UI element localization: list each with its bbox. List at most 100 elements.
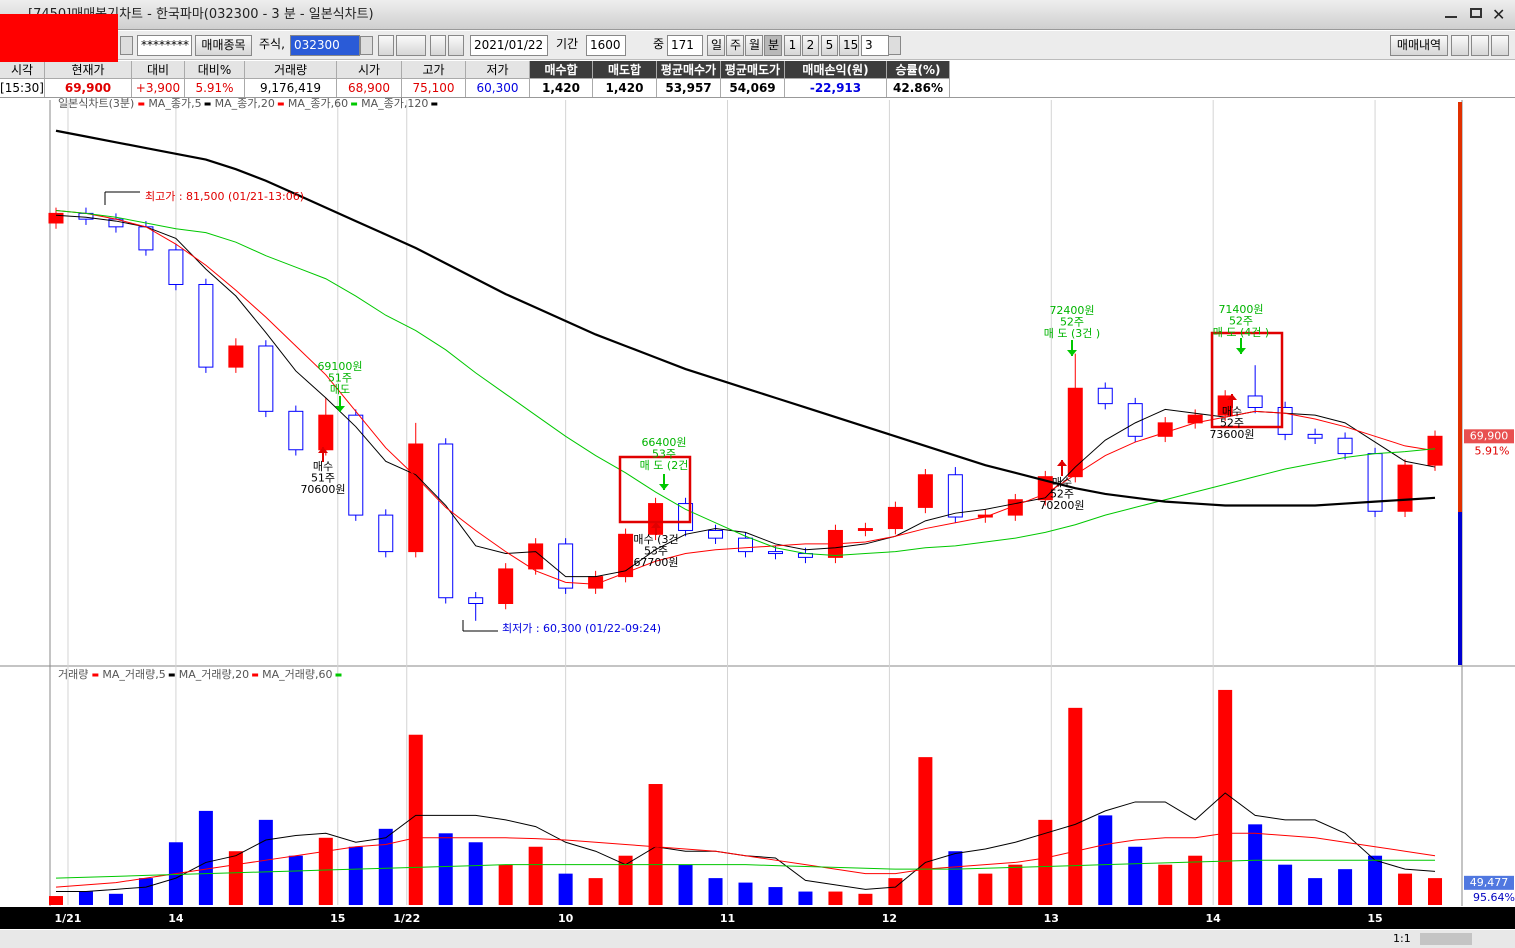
- candle-body: [498, 568, 514, 605]
- volume-bar: [798, 891, 813, 905]
- trade-label: 69100원: [317, 360, 362, 373]
- legend-swatch: [335, 673, 342, 677]
- trade-label: 52주: [1050, 488, 1074, 501]
- trade-label: 53주: [652, 448, 676, 461]
- candle-body: [138, 226, 154, 251]
- info-value: 5.91%: [185, 79, 245, 97]
- volume-bar: [1428, 878, 1443, 905]
- dropdown[interactable]: [120, 36, 133, 55]
- volume-bar: [558, 873, 573, 905]
- candle-body: [378, 514, 394, 553]
- ma-line: [55, 832, 1436, 888]
- scrollbar[interactable]: [0, 930, 1515, 948]
- volume-bar: [888, 878, 903, 905]
- volume-box: [1464, 875, 1514, 890]
- info-header: 매도합: [593, 61, 657, 79]
- unit-button[interactable]: 1: [784, 35, 801, 56]
- volume-bar: [498, 864, 513, 905]
- volume-bar: [1368, 855, 1383, 905]
- candle-body: [947, 474, 963, 518]
- info-header: 승률(%): [887, 61, 950, 79]
- x-tick-label: 1/22: [393, 912, 420, 925]
- unit-button[interactable]: 분: [764, 35, 782, 56]
- volume-bar: [1038, 819, 1053, 905]
- dropdown[interactable]: [888, 36, 901, 55]
- info-header: 거래량: [245, 61, 337, 79]
- search-button[interactable]: [378, 35, 394, 56]
- middle-label: 중: [653, 37, 665, 51]
- candle-body: [857, 528, 873, 531]
- period-input[interactable]: 1600: [586, 35, 626, 56]
- stock-button[interactable]: 매매종목: [195, 35, 252, 56]
- candle-body: [767, 551, 783, 555]
- candle-body: [1397, 464, 1413, 512]
- candle-body: [1307, 433, 1323, 439]
- candle-body: [318, 414, 334, 451]
- trade-label: 매 도 (2건: [640, 459, 689, 472]
- scroll-thumb[interactable]: [1420, 933, 1472, 945]
- volume-bar: [438, 833, 453, 905]
- trade-label: 52주: [1229, 315, 1253, 328]
- trade-arrowhead: [651, 522, 661, 528]
- masked-field[interactable]: ********: [137, 35, 192, 56]
- unit-button[interactable]: 5: [821, 35, 838, 56]
- info-value: 60,300: [466, 79, 530, 97]
- legend-swatch: [204, 102, 211, 106]
- trade-label: 70600원: [300, 483, 345, 496]
- legend-swatch: [92, 673, 99, 677]
- unit-button[interactable]: 15: [839, 35, 859, 56]
- x-tick-label: 10: [558, 912, 574, 925]
- volume-ratio: 95.64%: [1473, 891, 1515, 904]
- unit-button[interactable]: 주: [726, 35, 744, 56]
- legend-entry: MA_종가,5: [148, 97, 201, 110]
- unit-button[interactable]: 일: [707, 35, 725, 56]
- volume-bar: [1128, 846, 1143, 905]
- unit-button[interactable]: 2: [802, 35, 819, 56]
- save-button[interactable]: [1471, 35, 1489, 56]
- close-button[interactable]: ✕: [1492, 5, 1506, 24]
- volume-bar: [1218, 689, 1233, 905]
- settings-button[interactable]: [1491, 35, 1509, 56]
- minimize-button[interactable]: [1445, 16, 1457, 18]
- history-button[interactable]: 매매내역: [1390, 35, 1448, 56]
- volume-bar: [228, 851, 243, 905]
- current-price-label: 69,900: [1470, 429, 1509, 442]
- volume-bar: [768, 887, 783, 905]
- candle-body: [887, 506, 903, 530]
- ma-line: [55, 129, 1436, 507]
- maximize-button[interactable]: [1470, 8, 1482, 18]
- info-value: 68,900: [337, 79, 402, 97]
- trade-label: 매수: [1052, 476, 1072, 489]
- trade-label: 매수: [313, 460, 333, 473]
- volume-bar: [588, 878, 603, 905]
- info-header: 매수합: [530, 61, 593, 79]
- open-button[interactable]: [1451, 35, 1469, 56]
- trade-label: 51주: [311, 472, 335, 485]
- chart-bg: [0, 98, 1515, 930]
- trade-box: [1210, 331, 1284, 429]
- prev-button[interactable]: [448, 35, 464, 56]
- legend-title: 거래량: [58, 668, 88, 681]
- volume-bar: [258, 819, 273, 905]
- date-input[interactable]: 2021/01/22: [470, 35, 548, 56]
- trade-label: 71400원: [1218, 303, 1263, 316]
- unit-button[interactable]: 월: [745, 35, 763, 56]
- candle-body: [1247, 395, 1263, 408]
- ma-line: [55, 210, 1436, 585]
- scale-bar-down: [1458, 512, 1462, 665]
- volume-bar: [528, 846, 543, 905]
- trade-arrowhead: [1067, 350, 1077, 356]
- volume-bar: [618, 855, 633, 905]
- next-button[interactable]: [430, 35, 446, 56]
- sort-button[interactable]: [396, 35, 426, 56]
- volume-bar: [108, 893, 123, 905]
- code-input[interactable]: 032300: [290, 35, 360, 56]
- interval-select[interactable]: 3: [861, 35, 889, 56]
- x-tick-label: 11: [720, 912, 735, 925]
- count-input[interactable]: 171: [667, 35, 703, 56]
- ma-line: [55, 210, 1436, 556]
- dropdown[interactable]: [360, 36, 373, 55]
- info-value: +3,900: [132, 79, 185, 97]
- trade-label: 67700원: [633, 556, 678, 569]
- volume-bar: [1308, 878, 1323, 905]
